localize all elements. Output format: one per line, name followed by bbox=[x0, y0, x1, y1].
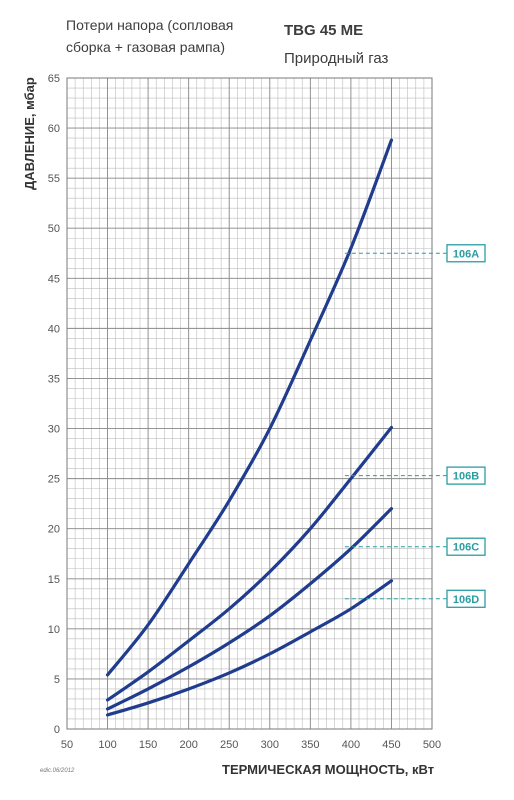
series-tag-106c: 106C bbox=[453, 542, 479, 554]
y-tick-label: 5 bbox=[54, 674, 60, 686]
series-tag-box-106c bbox=[446, 537, 486, 556]
y-tick-label: 60 bbox=[48, 123, 60, 135]
series-tag-106b: 106B bbox=[453, 471, 479, 483]
x-axis-label: ТЕРМИЧЕСКАЯ МОЩНОСТЬ, кВт bbox=[222, 762, 435, 777]
model-title: TBG 45 ME bbox=[284, 22, 364, 39]
y-tick-label: 10 bbox=[48, 624, 60, 636]
y-tick-label: 55 bbox=[48, 173, 60, 185]
series-line-106b bbox=[105, 425, 394, 702]
series-line-106a bbox=[105, 138, 394, 677]
y-tick-label: 50 bbox=[48, 223, 60, 235]
gas-type: Природный газ bbox=[284, 50, 389, 67]
series-line-106d bbox=[105, 579, 394, 717]
y-tick-label: 40 bbox=[48, 323, 60, 335]
x-tick-label: 250 bbox=[220, 739, 238, 751]
x-tick-label: 300 bbox=[261, 739, 279, 751]
x-tick-label: 500 bbox=[423, 739, 441, 751]
subtitle-line-2: сборка + газовая рампа) bbox=[66, 39, 226, 55]
series-tag-box-106b bbox=[446, 466, 486, 485]
edition-note: edic.06/2012 bbox=[40, 768, 75, 774]
subtitle-line-1: Потери напора (сопловая bbox=[66, 17, 234, 33]
plot-frame bbox=[66, 77, 433, 730]
chart-subtitle: Потери напора (сопловая сборка + газовая… bbox=[66, 14, 266, 58]
series-tag-106a: 106A bbox=[453, 248, 479, 260]
series-line-106c bbox=[105, 507, 394, 711]
x-tick-label: 100 bbox=[98, 739, 116, 751]
y-tick-label: 0 bbox=[54, 724, 60, 736]
y-tick-label: 35 bbox=[48, 373, 60, 385]
y-tick-label: 15 bbox=[48, 574, 60, 586]
y-tick-label: 20 bbox=[48, 524, 60, 536]
series-tag-box-106a bbox=[446, 244, 486, 263]
y-tick-label: 25 bbox=[48, 474, 60, 486]
x-tick-label: 400 bbox=[342, 739, 360, 751]
x-tick-label: 50 bbox=[61, 739, 73, 751]
x-tick-label: 200 bbox=[179, 739, 197, 751]
x-tick-label: 150 bbox=[139, 739, 157, 751]
x-tick-label: 350 bbox=[301, 739, 319, 751]
y-tick-label: 30 bbox=[48, 424, 60, 436]
series-tag-106d: 106D bbox=[453, 594, 479, 606]
series-tag-box-106d bbox=[446, 589, 486, 608]
y-tick-label: 45 bbox=[48, 273, 60, 285]
x-tick-label: 450 bbox=[382, 739, 400, 751]
y-tick-label: 65 bbox=[48, 73, 60, 85]
